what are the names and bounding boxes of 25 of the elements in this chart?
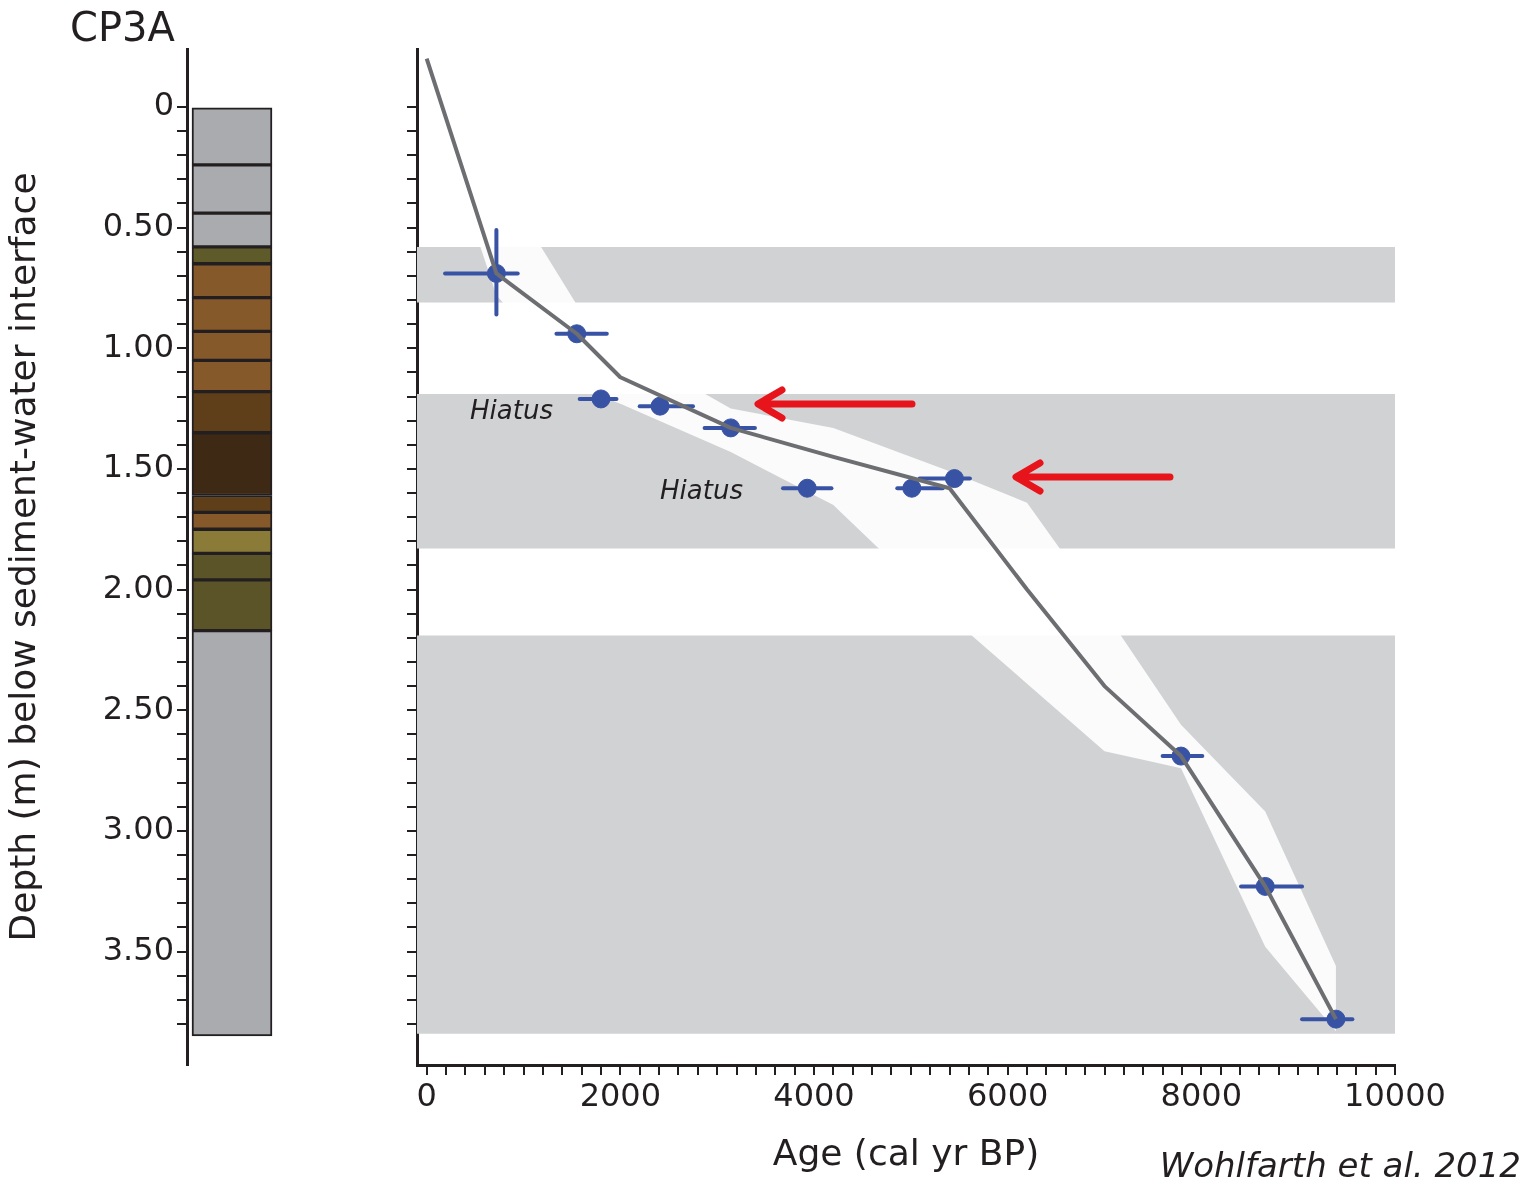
point [591,389,611,409]
y-tick-label: 0.50 [102,205,174,244]
x-tick-label: 10000 [1344,1075,1446,1114]
point [650,396,670,416]
x-tick-label: 6000 [966,1075,1049,1114]
y-tick-label: 3.00 [102,809,174,848]
x-tick-label: 0 [416,1075,437,1114]
x-tick-label: 4000 [773,1075,855,1114]
x-axis-title: Age (cal yr BP) [772,1131,1040,1173]
y-tick-label: 0 [153,85,174,124]
chart-title: CP3A [70,4,175,50]
y-tick-label: 2.00 [102,567,174,606]
x-tick-label: 8000 [1160,1075,1243,1114]
point [902,478,922,498]
y-tick-label: 2.50 [102,688,174,727]
annotation: Hiatus [470,395,553,425]
y-tick-label: 3.50 [102,929,174,968]
y-tick-label: 1.50 [102,447,174,486]
point [797,478,817,498]
x-tick-label: 2000 [579,1075,662,1114]
annotation: Hiatus [660,475,743,505]
y-tick-label: 1.00 [102,326,174,365]
y-axis-title: Depth (m) below sediment-water interface [1,172,43,942]
text: Wohlfarth et al. 2012 [1159,1145,1521,1185]
point [944,469,964,489]
